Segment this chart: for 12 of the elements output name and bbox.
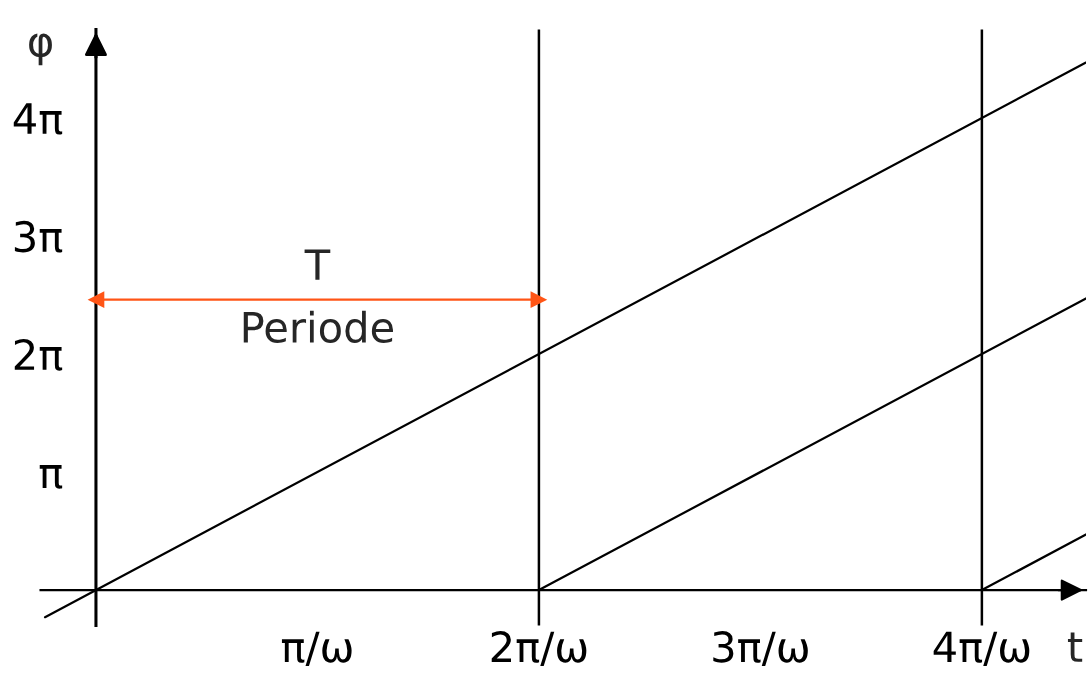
x-tick-label: π/ω bbox=[281, 631, 352, 666]
y-tick-label: 3π bbox=[14, 220, 63, 253]
y-axis-title: φ bbox=[29, 33, 52, 66]
x-tick-label: 3π/ω bbox=[713, 631, 808, 666]
annotation: T bbox=[304, 249, 331, 280]
x-tick-label: 2π/ω bbox=[491, 631, 587, 666]
y-tick-label: 4π bbox=[13, 103, 63, 135]
y-tick-label: π bbox=[39, 465, 63, 489]
annotation: Periode bbox=[243, 310, 393, 344]
x-tick-label: 4π/ω bbox=[933, 631, 1030, 666]
y-tick-label: 2π bbox=[14, 338, 63, 371]
x-axis-title: t bbox=[1067, 632, 1083, 662]
